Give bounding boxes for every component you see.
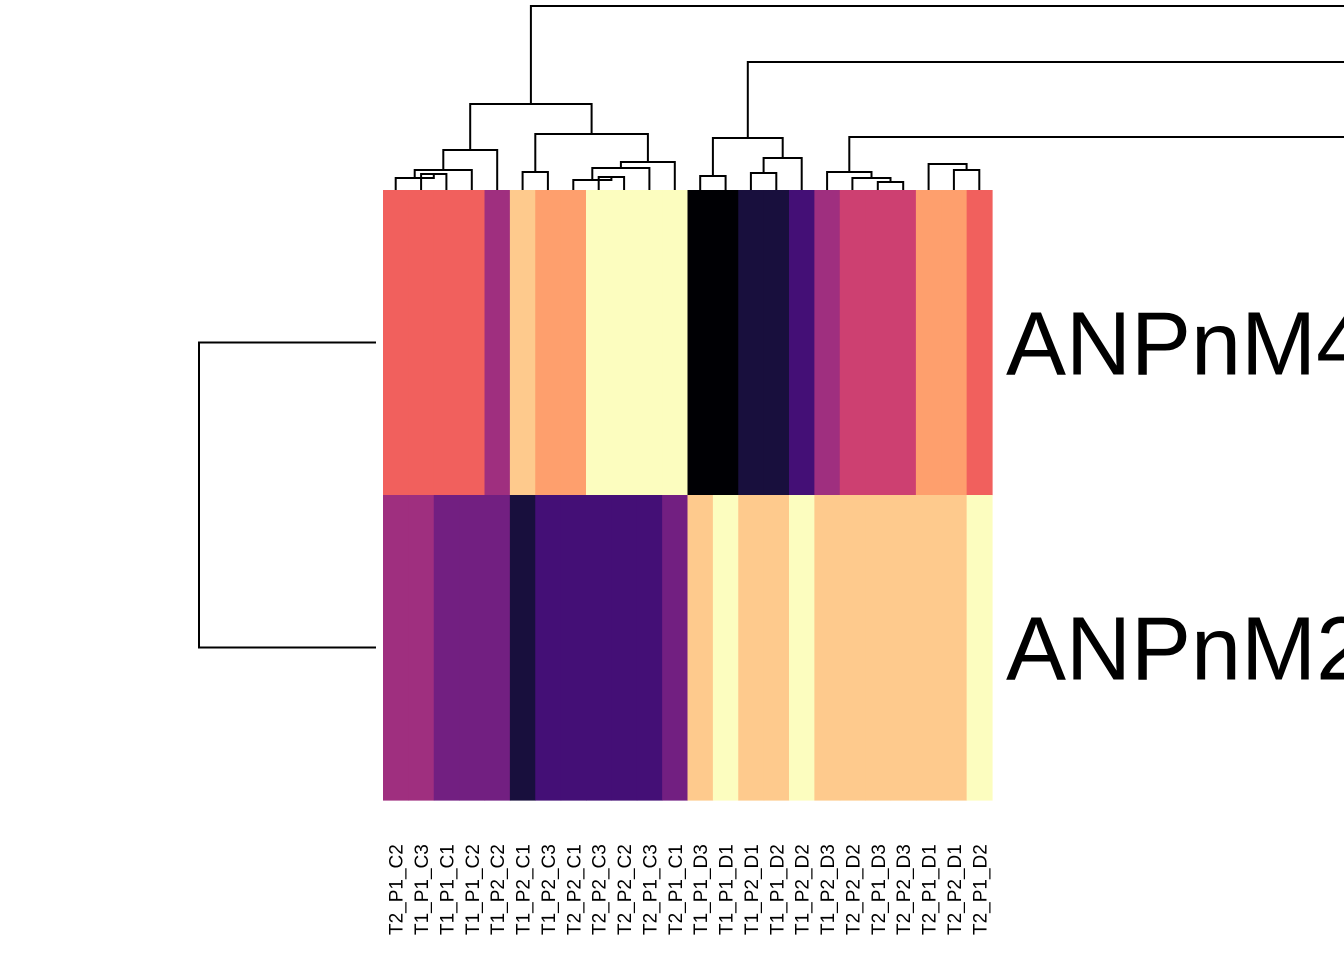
column-label-T1_P2_C3: T1_P2_C3 [539, 844, 560, 935]
column-label-T2_P1_D2: T2_P1_D2 [970, 844, 991, 935]
heatmap-cell-ANPnM4-T1_P1_D1 [712, 190, 739, 496]
heatmap-cell-ANPnM2-T2_P1_C1 [662, 495, 689, 801]
column-label-T1_P1_D3: T1_P1_D3 [691, 844, 712, 935]
heatmap-cell-ANPnM4-T1_P2_D1 [738, 190, 765, 496]
column-dendrogram-link-18 [952, 169, 981, 190]
column-label-T1_P1_C3: T1_P1_C3 [412, 844, 433, 935]
column-dendrogram-link-19 [927, 163, 968, 190]
heatmap-cell-ANPnM2-T1_P2_C3 [535, 495, 562, 801]
heatmap-cell-ANPnM4-T2_P1_C3 [636, 190, 663, 496]
heatmap-cell-ANPnM4-T2_P1_D2 [966, 190, 993, 496]
heatmap-cell-ANPnM4-T1_P2_C3 [535, 190, 562, 496]
heatmap-cell-ANPnM2-T2_P2_C1 [560, 495, 587, 801]
heatmap-cell-ANPnM2-T2_P2_C2 [611, 495, 638, 801]
heatmap-cell-ANPnM4-T1_P1_D3 [687, 190, 714, 496]
heatmap-cell-ANPnM4-T2_P2_D1 [941, 190, 968, 496]
heatmap-cell-ANPnM4-T2_P1_C2 [383, 190, 409, 496]
heatmap-cell-ANPnM4-T1_P2_D3 [814, 190, 841, 496]
heatmap-cell-ANPnM4-T1_P1_C3 [408, 190, 435, 496]
heatmap-cell-ANPnM2-T1_P2_D2 [789, 495, 815, 801]
heatmap-cell-ANPnM2-T2_P1_D3 [865, 495, 892, 801]
heatmap-cell-ANPnM4-T1_P1_D2 [763, 190, 790, 496]
row-dendrogram [198, 341, 376, 649]
heatmap-cell-ANPnM4-T1_P1_C1 [433, 190, 460, 496]
heatmap-cell-ANPnM2-T1_P1_D2 [763, 495, 790, 801]
column-label-T1_P1_C1: T1_P1_C1 [437, 844, 458, 935]
heatmap-cell-ANPnM2-T2_P2_D1 [941, 495, 968, 801]
column-label-T2_P1_D3: T2_P1_D3 [869, 844, 890, 935]
heatmap-cell-ANPnM4-T2_P1_D1 [915, 190, 942, 496]
column-label-T2_P1_C2: T2_P1_C2 [387, 844, 408, 935]
heatmap-cell-ANPnM2-T2_P1_D2 [966, 495, 993, 801]
column-label-T2_P2_D1: T2_P2_D1 [945, 844, 966, 935]
heatmap-cell-ANPnM4-T2_P1_C1 [662, 190, 689, 496]
heatmap-cells [383, 190, 993, 801]
row-label-ANPnM4: ANPnM4 [1006, 295, 1344, 395]
heatmap-cell-ANPnM2-T1_P2_D3 [814, 495, 841, 801]
heatmap-cell-ANPnM2-T2_P1_C2 [383, 495, 409, 801]
heatmap-cell-ANPnM2-T2_P1_C3 [636, 495, 663, 801]
heatmap-cell-ANPnM2-T1_P1_C3 [408, 495, 435, 801]
heatmap-cell-ANPnM4-T2_P2_C2 [611, 190, 638, 496]
heatmap-cell-ANPnM4-T2_P1_D3 [865, 190, 892, 496]
column-dendrogram-link-12 [749, 172, 778, 190]
column-dendrogram-link-17 [826, 171, 873, 190]
column-label-T2_P1_C1: T2_P1_C1 [666, 844, 687, 935]
heatmap-cell-ANPnM2-T2_P2_C3 [586, 495, 612, 801]
column-dendrogram-link-15 [876, 181, 905, 190]
column-dendrogram-link-16 [851, 177, 892, 190]
heatmap-cell-ANPnM4-T2_P2_D3 [890, 190, 917, 496]
column-label-T2_P2_C3: T2_P2_C3 [590, 844, 611, 935]
heatmap-cell-ANPnM4-T1_P1_C2 [459, 190, 486, 496]
column-label-T1_P2_D2: T1_P2_D2 [793, 844, 814, 935]
column-dendrogram-link-10 [469, 103, 593, 150]
column-label-T1_P2_D1: T1_P2_D1 [742, 844, 763, 935]
heatmap-cell-ANPnM2-T1_P1_D1 [712, 495, 739, 801]
column-label-T1_P2_C2: T1_P2_C2 [488, 844, 509, 935]
column-dendrogram [394, 5, 1344, 190]
column-label-T2_P1_C3: T2_P1_C3 [640, 844, 661, 935]
column-label-T2_P1_D1: T2_P1_D1 [920, 844, 941, 935]
column-label-T1_P1_D2: T1_P1_D2 [767, 844, 788, 935]
heatmap-cell-ANPnM4-T1_P2_D2 [789, 190, 815, 496]
column-label-T1_P1_D1: T1_P1_D1 [717, 844, 738, 935]
column-dendrogram-link-9 [534, 133, 649, 172]
heatmap-cell-ANPnM2-T2_P2_D3 [890, 495, 917, 801]
heatmap-cell-ANPnM4-T1_P2_C1 [509, 190, 536, 496]
heatmap-cell-ANPnM4-T1_P2_C2 [484, 190, 511, 496]
column-label-T2_P2_C1: T2_P2_C1 [564, 844, 585, 935]
heatmap-cell-ANPnM2-T2_P2_D2 [839, 495, 866, 801]
column-dendrogram-link-11 [699, 175, 727, 190]
column-label-T2_P2_D3: T2_P2_D3 [894, 844, 915, 935]
column-dendrogram-link-8 [619, 161, 676, 190]
column-dendrogram-link-21 [848, 136, 1344, 172]
heatmap-cell-ANPnM4-T2_P2_D2 [839, 190, 866, 496]
column-labels: T2_P1_C2 T1_P1_C3 T1_P1_C1 T1_P1_C2 T1_P2_C2… [387, 844, 992, 935]
heatmap-cell-ANPnM2-T1_P1_C2 [459, 495, 486, 801]
heatmap-cell-ANPnM4-T2_P2_C1 [560, 190, 587, 496]
column-label-T2_P2_C2: T2_P2_C2 [615, 844, 636, 935]
heatmap-cell-ANPnM2-T1_P1_C1 [433, 495, 460, 801]
heatmap-cell-ANPnM2-T1_P2_D1 [738, 495, 765, 801]
row-label-ANPnM2: ANPnM2 [1006, 600, 1344, 700]
heatmap-cell-ANPnM2-T1_P1_D3 [687, 495, 714, 801]
heatmap-cell-ANPnM4-T2_P2_C3 [586, 190, 612, 496]
row-labels: ANPnM4 ANPnM2 [1006, 295, 1344, 700]
column-label-T1_P2_C1: T1_P2_C1 [514, 844, 535, 935]
column-dendrogram-link-4 [521, 171, 549, 190]
row-dendrogram-link [198, 341, 376, 649]
column-label-T1_P1_C2: T1_P1_C2 [463, 844, 484, 935]
heatmap-cell-ANPnM2-T2_P1_D1 [915, 495, 942, 801]
column-dendrogram-link-24 [529, 5, 1344, 104]
column-dendrogram-link-23 [746, 61, 1344, 138]
heatmap-cell-ANPnM2-T1_P2_C1 [509, 495, 536, 801]
column-label-T2_P2_D2: T2_P2_D2 [843, 844, 864, 935]
column-label-T1_P2_D3: T1_P2_D3 [818, 844, 839, 935]
heatmap-cell-ANPnM2-T1_P2_C2 [484, 495, 511, 801]
